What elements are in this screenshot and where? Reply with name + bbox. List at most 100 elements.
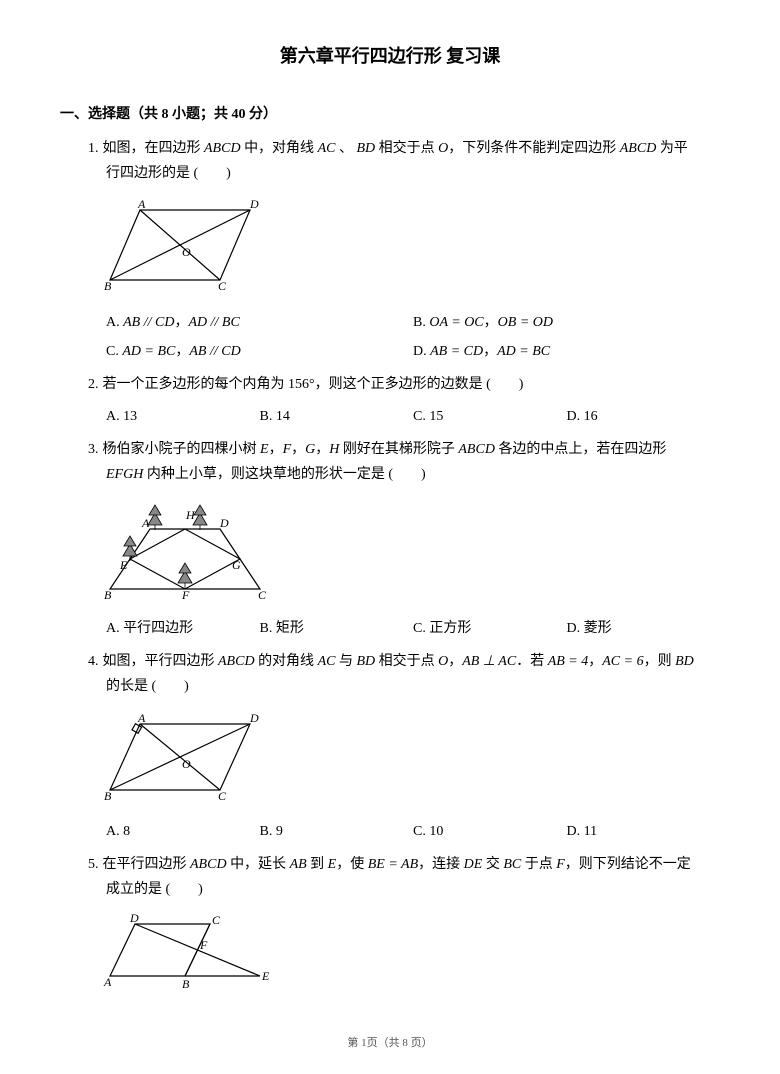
t: ， [483,344,497,359]
q5-text: 在平行四边形 ABCD 中，延长 AB 到 E，使 BE = AB，连接 DE … [103,852,721,877]
v: AB = 4 [548,654,589,669]
t: 、 [335,141,356,156]
v: AC [318,141,336,156]
v: AC [318,654,336,669]
v: OB = OD [498,315,553,330]
v: AB ⊥ AC [462,654,516,669]
v: AD = BC [497,344,550,359]
page-footer: 第 1页（共 8 页） [60,1034,720,1054]
t: C. [106,344,122,359]
v: H [329,442,339,457]
t: 的对角线 [255,654,318,669]
figure-q3: A H D E G B F C [100,499,720,604]
q3-optC: C. 正方形 [413,616,567,641]
lbl-G: G [232,558,241,572]
lbl-B: B [104,588,112,602]
question-2: 2. 若一个正多边形的每个内角为 156°，则这个正多边形的边数是 ( ) [88,372,720,397]
question-3: 3. 杨伯家小院子的四棵小树 E，F，G，H 刚好在其梯形院子 ABCD 各边的… [88,437,720,487]
v: ABCD [204,141,241,156]
q3-optA: A. 平行四边形 [106,616,260,641]
v: E [260,442,269,457]
figure-q1: A D B C O [100,198,720,298]
figure-q5: D C F A B E [100,914,720,994]
q4-text-line2: 的长是 ( ) [106,674,720,699]
lbl-D: D [219,516,229,530]
q1-text-line2: 行四边形的是 ( ) [106,161,720,186]
lbl-O: O [182,245,191,259]
q4-num: 4. [88,649,99,674]
t: ， [315,442,329,457]
v: AB // CD [123,315,174,330]
lbl-E: E [261,969,270,983]
q2-optB: B. 14 [260,404,414,429]
v: AB [290,857,307,872]
lbl-H: H [185,508,196,522]
q3-num: 3. [88,437,99,462]
q1-optA: A. AB // CD，AD // BC [106,310,413,335]
lbl-A: A [103,975,112,989]
lbl-C: C [258,588,267,602]
lbl-A: A [137,198,146,211]
q3-optD: D. 菱形 [567,616,721,641]
q4-optD: D. 11 [567,819,721,844]
t: D. [413,344,430,359]
t: B. [413,315,429,330]
v: O [438,141,448,156]
t: 在平行四边形 [103,857,191,872]
q1-options: A. AB // CD，AD // BC B. OA = OC，OB = OD … [106,310,720,364]
t: 到 [307,857,328,872]
q2-optC: C. 15 [413,404,567,429]
t: ，连接 [418,857,464,872]
v: BD [356,654,375,669]
lbl-A: A [141,516,150,530]
v: BE = AB [368,857,418,872]
v: AC = 6 [602,654,643,669]
t: 如图，平行四边形 [103,654,219,669]
t: 于点 [521,857,556,872]
q4-optB: B. 9 [260,819,414,844]
q5-text-line2: 成立的是 ( ) [106,877,720,902]
q4-options: A. 8 B. 9 C. 10 D. 11 [106,819,720,844]
t: 交 [482,857,503,872]
t: A. [106,315,123,330]
q5-num: 5. [88,852,99,877]
t: ，下列条件不能判定四边形 [448,141,620,156]
q4-optC: C. 10 [413,819,567,844]
t: 刚好在其梯形院子 [339,442,458,457]
t: 内种上小草，则这块草地的形状一定是 ( ) [143,467,425,482]
v: OA = OC [429,315,483,330]
lbl-B: B [104,789,112,803]
t: ， [588,654,602,669]
t: 相交于点 [375,141,438,156]
lbl-A: A [137,712,146,725]
v: ABCD [458,442,495,457]
lbl-E: E [119,558,128,572]
question-1: 1. 如图，在四边形 ABCD 中，对角线 AC 、 BD 相交于点 O，下列条… [88,136,720,186]
q2-options: A. 13 B. 14 C. 15 D. 16 [106,404,720,429]
t: 中，对角线 [241,141,318,156]
v: BD [356,141,375,156]
q3-options: A. 平行四边形 B. 矩形 C. 正方形 D. 菱形 [106,616,720,641]
v: E [328,857,337,872]
q2-text: 若一个正多边形的每个内角为 156°，则这个正多边形的边数是 ( ) [103,372,721,397]
q1-optD: D. AB = CD，AD = BC [413,339,720,364]
v: BD [675,654,694,669]
question-5: 5. 在平行四边形 ABCD 中，延长 AB 到 E，使 BE = AB，连接 … [88,852,720,902]
q2-num: 2. [88,372,99,397]
q1-text: 如图，在四边形 ABCD 中，对角线 AC 、 BD 相交于点 O，下列条件不能… [103,136,721,161]
t: ， [291,442,305,457]
lbl-C: C [212,914,221,927]
q1-optB: B. OA = OC，OB = OD [413,310,720,335]
q2-optA: A. 13 [106,404,260,429]
lbl-C: C [218,279,227,293]
t: ， [484,315,498,330]
lbl-B: B [104,279,112,293]
q1-num: 1. [88,136,99,161]
lbl-O: O [182,757,191,771]
t: ， [175,344,189,359]
v: G [305,442,315,457]
t: ，则 [644,654,676,669]
t: 相交于点 [375,654,438,669]
v: AB // CD [189,344,240,359]
t: 各边的中点上，若在四边形 [495,442,667,457]
